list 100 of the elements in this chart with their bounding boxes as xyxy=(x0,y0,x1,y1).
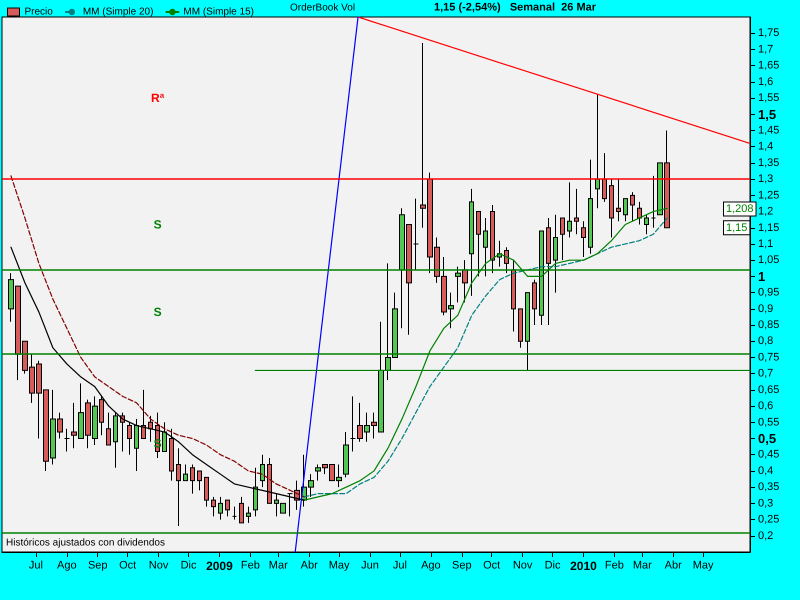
x-tick-label: Feb xyxy=(604,560,624,572)
annotation: S xyxy=(154,436,162,450)
candlestick xyxy=(525,292,530,371)
annotation: S xyxy=(154,218,162,232)
x-tick-label: Sep xyxy=(452,560,472,572)
candlestick xyxy=(595,94,600,209)
y-tick-label: 1,6 xyxy=(758,76,774,88)
x-tick-label: 2009 xyxy=(206,559,234,573)
y-tick-label: 1,4 xyxy=(758,140,774,153)
candlestick xyxy=(343,432,349,478)
y-tick-label: 0,45 xyxy=(758,448,780,461)
candlestick xyxy=(637,201,642,226)
y-tick-label: 1,05 xyxy=(758,254,780,266)
candlestick xyxy=(511,260,516,332)
candlestick xyxy=(64,428,70,452)
y-tick-label: 1,3 xyxy=(758,173,774,186)
candlestick xyxy=(518,308,523,348)
candlestick xyxy=(127,422,132,456)
annotation: S xyxy=(154,305,162,320)
candlestick xyxy=(211,496,216,517)
x-tick-label: Dic xyxy=(180,560,197,572)
candlestick xyxy=(581,220,586,258)
candlestick xyxy=(106,412,111,446)
legend-label: MM (Simple 20) xyxy=(82,6,154,18)
candlestick xyxy=(546,218,551,326)
y-tick-label: 0,65 xyxy=(758,384,780,396)
candlestick xyxy=(162,422,167,452)
y-tick-label: 1,75 xyxy=(758,27,780,40)
chart-title: 1,15 (-2,54%) Semanal 26 Mar xyxy=(434,2,597,14)
candlestick xyxy=(260,454,265,488)
candlestick xyxy=(113,412,118,468)
y-tick-label: 1,1 xyxy=(758,238,774,250)
y-tick-label: 0,55 xyxy=(758,416,780,428)
annotation: 1,208 xyxy=(726,202,754,215)
y-tick-label: 0,9 xyxy=(758,302,774,315)
candlestick xyxy=(483,218,488,277)
candlestick xyxy=(602,152,607,202)
candlestick xyxy=(623,198,628,222)
x-tick-label: Sep xyxy=(88,560,108,572)
y-tick-label: 1 xyxy=(758,268,766,284)
x-tick-label: Jul xyxy=(28,560,43,572)
y-tick-label: 1,65 xyxy=(758,60,780,72)
candlestick xyxy=(539,230,544,326)
y-tick-label: 0,8 xyxy=(758,335,774,348)
x-tick-label: Nov xyxy=(512,560,533,572)
candlestick xyxy=(651,175,656,228)
y-tick-label: 1,45 xyxy=(758,124,780,136)
candlestick xyxy=(169,428,174,482)
candlestick xyxy=(239,496,244,524)
x-tick-label: Ago xyxy=(57,560,77,572)
candlestick xyxy=(644,214,649,235)
y-tick-label: 1,35 xyxy=(758,156,780,169)
y-tick-label: 0,75 xyxy=(758,351,780,364)
candlestick xyxy=(120,412,125,452)
x-tick-label: Ago xyxy=(421,560,441,572)
candlestick xyxy=(183,464,188,482)
candlestick xyxy=(553,214,558,294)
candlestick xyxy=(176,448,181,527)
x-tick-label: 2010 xyxy=(570,559,598,573)
x-tick-label: Oct xyxy=(483,560,500,572)
candlestick xyxy=(574,188,579,235)
candlestick xyxy=(134,418,139,472)
candlestick xyxy=(588,159,593,254)
x-tick-label: Dic xyxy=(544,560,561,572)
candlestick xyxy=(616,178,621,222)
x-tick-label: May xyxy=(328,560,350,572)
annotation: Históricos ajustados con dividendos xyxy=(6,538,165,548)
candlestick xyxy=(630,192,635,222)
x-tick-label: Abr xyxy=(664,560,682,572)
y-tick-label: 0,95 xyxy=(758,286,780,299)
candlestick xyxy=(190,464,195,494)
x-tick-label: Abr xyxy=(300,560,318,572)
x-tick-label: Oct xyxy=(119,560,136,572)
candlestick xyxy=(609,178,614,238)
candlestick xyxy=(490,204,495,274)
y-tick-label: 1,25 xyxy=(758,189,780,202)
candlestick xyxy=(532,279,537,326)
x-tick-label: Jul xyxy=(392,560,407,572)
candlestick xyxy=(476,211,481,277)
candlestick xyxy=(504,246,509,274)
candlestick xyxy=(218,496,223,520)
y-tick-label: 1,2 xyxy=(758,206,774,218)
y-tick-label: 0,25 xyxy=(758,514,780,526)
x-tick-label: Mar xyxy=(268,560,288,572)
legend-label: Precio xyxy=(24,6,54,18)
y-tick-label: 1,55 xyxy=(758,92,780,104)
candlestick xyxy=(141,389,146,440)
y-tick-label: 0,3 xyxy=(758,497,774,510)
y-tick-label: 0,85 xyxy=(758,319,780,332)
y-tick-label: 0,6 xyxy=(758,400,774,412)
x-tick-label: Feb xyxy=(240,560,260,572)
candlestick xyxy=(232,506,237,520)
text: OrderBook Vol xyxy=(290,2,356,14)
x-tick-label: May xyxy=(692,560,714,572)
y-tick-label: 0,7 xyxy=(758,368,774,380)
y-tick-label: 1,15 xyxy=(758,222,780,234)
y-tick-label: 0,35 xyxy=(758,481,780,494)
y-tick-label: 0,5 xyxy=(758,431,776,446)
y-tick-label: 0,4 xyxy=(758,464,774,477)
candlestick xyxy=(204,476,209,508)
